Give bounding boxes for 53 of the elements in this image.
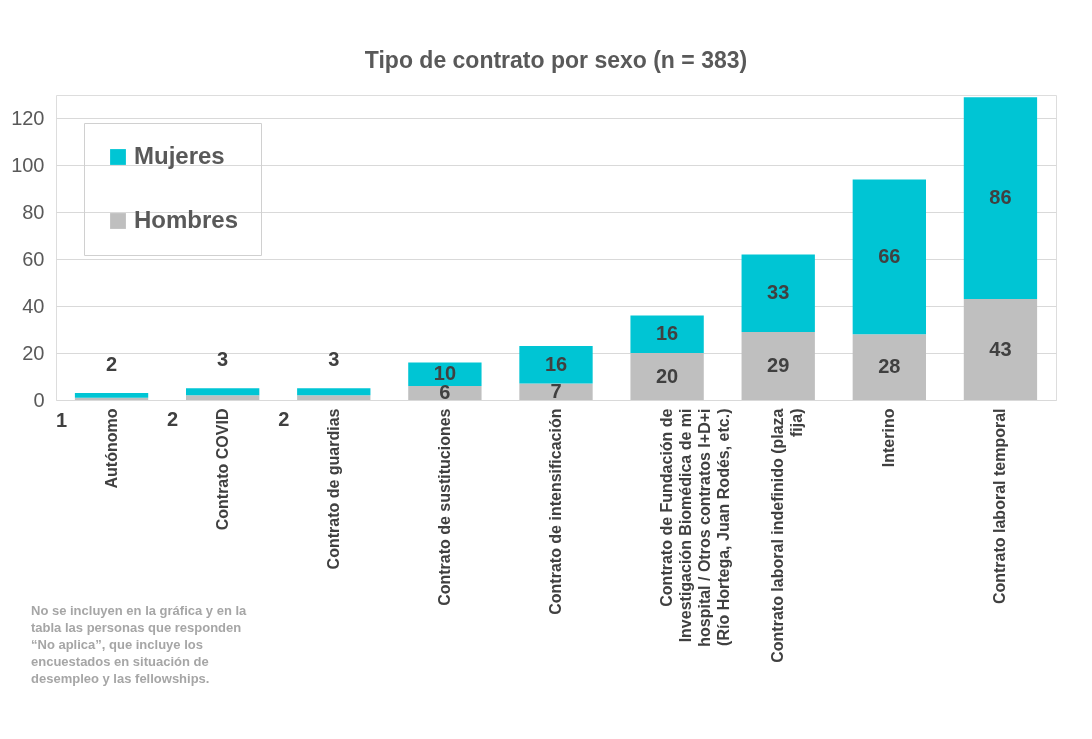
text: No se incluyen en la gráfica y en la tabla las personas que responden “No aplica”, que incluye los encuestados en situación de desempleo y las fellowships.: [31, 603, 248, 686]
y-tick-label: 120: [11, 106, 45, 129]
bar: [519, 383, 593, 400]
y-tick-label: 80: [22, 200, 45, 223]
x-tick-label: Contrato laboral indefinido (plaza fija): [769, 408, 806, 663]
data-label: 29: [767, 353, 790, 376]
y-tick-label: 0: [33, 388, 45, 411]
data-label: 20: [655, 364, 679, 387]
legend-label: Hombres: [134, 206, 239, 233]
y-tick-label: 20: [22, 341, 45, 364]
bar: [852, 179, 926, 335]
bar: [630, 353, 704, 400]
x-tick-label: Autónomo: [102, 408, 120, 489]
data-label: 16: [655, 322, 679, 345]
y-tick-label: 40: [22, 294, 45, 317]
bar: [741, 331, 815, 400]
y-tick-label: 60: [22, 247, 45, 270]
data-label: 2: [278, 407, 290, 430]
data-label: 66: [878, 244, 901, 267]
bar: [297, 395, 371, 400]
x-tick-label: Contrato de Fundación de Investigación Biomédica de mi hospital / Otros contratos I+D+i (Río Hortega, Juan Rodés, etc.): [658, 408, 733, 647]
data-label: 33: [767, 281, 790, 304]
data-label: 3: [217, 348, 229, 371]
data-label: 7: [550, 379, 562, 402]
data-label: 16: [544, 352, 568, 375]
data-label: 2: [105, 352, 118, 375]
bar: [963, 299, 1038, 400]
bar: [630, 315, 704, 354]
data-label: 1: [55, 408, 68, 431]
bar: [408, 362, 482, 386]
x-tick-label: Interino: [880, 408, 898, 468]
data-label: 43: [989, 337, 1012, 360]
data-label: 3: [328, 348, 340, 371]
legend-label: Mujeres: [134, 142, 225, 169]
bar: [186, 388, 260, 396]
chart-title: Tipo de contrato por sexo (n = 383): [364, 47, 748, 73]
bar: [852, 334, 926, 400]
x-tick-label: Contrato de guardias: [324, 408, 342, 570]
bar: [297, 388, 371, 396]
bar: [963, 97, 1038, 300]
data-label: 86: [989, 186, 1012, 209]
x-tick-label: Contrato de sustituciones: [435, 408, 453, 606]
x-tick-label: Contrato de intensificación: [547, 408, 564, 615]
x-tick-label: Contrato COVID: [213, 408, 231, 531]
data-label: 2: [167, 407, 179, 430]
bar: [741, 254, 815, 332]
bar: [186, 395, 260, 400]
data-label: 28: [878, 355, 901, 378]
y-tick-label: 100: [11, 153, 45, 176]
bar: [74, 392, 149, 398]
x-tick-label: Contrato laboral temporal: [991, 408, 1009, 605]
bar: [408, 385, 482, 400]
bar: [519, 346, 593, 384]
